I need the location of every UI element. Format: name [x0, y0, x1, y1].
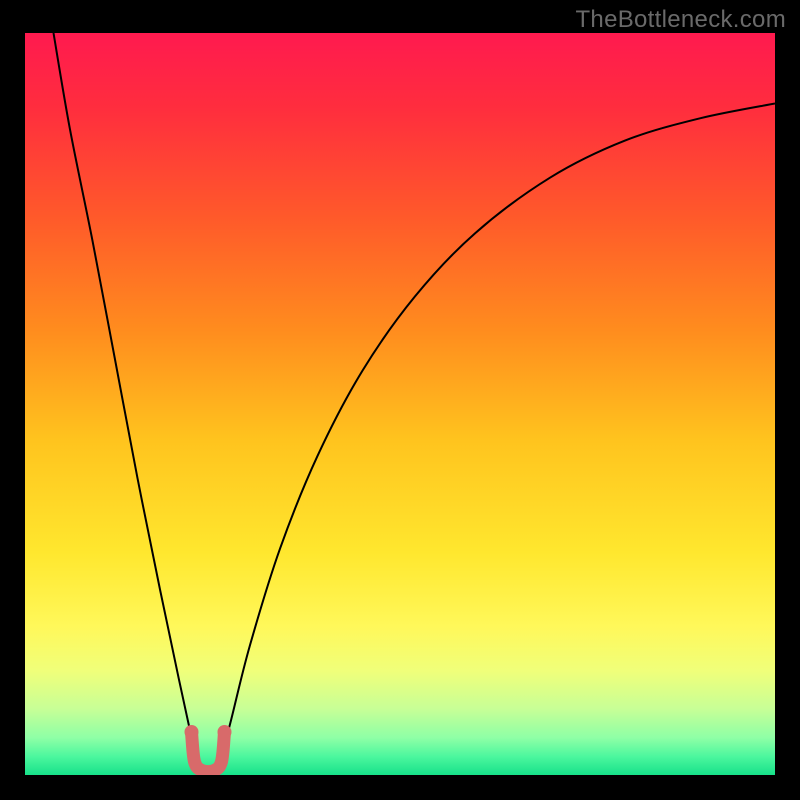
optimal-zone-marker-end-1 [218, 725, 232, 739]
gradient-background [25, 33, 775, 775]
bottleneck-curve-plot [25, 33, 775, 775]
plot-area [25, 33, 775, 775]
watermark-text: TheBottleneck.com [575, 6, 786, 34]
optimal-zone-marker-end-0 [185, 725, 199, 739]
chart-frame: TheBottleneck.com [0, 0, 800, 800]
